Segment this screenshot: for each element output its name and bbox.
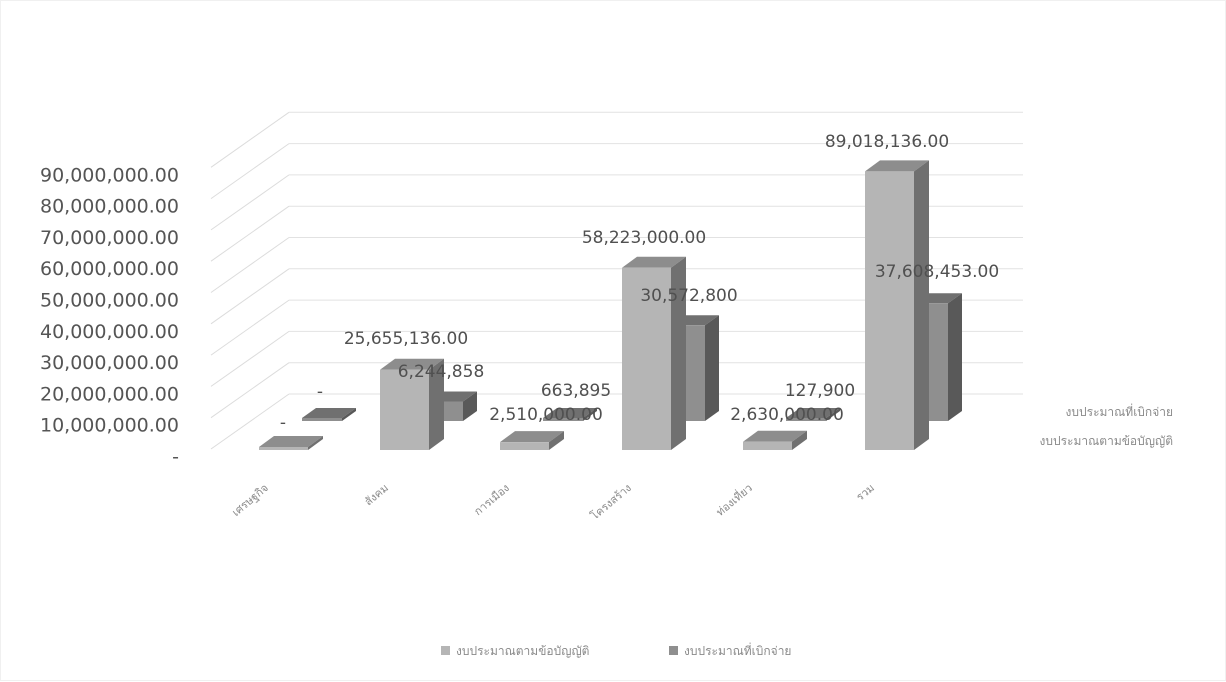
gridline-diagonal [210,143,290,200]
bar-spent [302,408,356,421]
data-labels: - - 25,655,136.00 6,244,858 2,510,000.00 663,… [280,132,999,433]
bar-side [429,358,444,450]
bar-side [948,293,962,421]
y-tick-label: 10,000,000.00 [40,415,179,437]
bar-top [259,436,323,447]
y-tick-label: 40,000,000.00 [40,321,179,343]
bar-front [302,418,342,421]
data-label-budget: 58,223,000.00 [582,228,706,248]
bar-top [302,408,356,418]
data-label-spent: 30,572,800 [640,286,737,306]
data-label-spent: - [317,382,323,402]
data-label-budget: 2,510,000.00 [489,405,603,425]
bar-side [705,315,719,421]
data-label-spent: 127,900 [785,381,855,401]
y-tick-label: 90,000,000.00 [40,164,179,186]
bar-top [786,408,840,418]
gridline-diagonal [210,299,290,356]
bar-front [622,267,671,450]
bar-side [671,256,686,450]
gridline-diagonal [210,330,290,387]
data-label-spent: 37,608,453.00 [875,262,999,282]
bar-side [792,430,807,450]
bar-budget [500,431,564,450]
bar-top [380,358,444,370]
bar-front [865,171,914,450]
bar-front [259,447,308,450]
bar-front [380,369,429,450]
y-tick-label: - [172,446,179,468]
legend-label: งบประมาณตามข้อบัญญัติ [456,644,589,658]
bars [259,160,962,450]
data-label-spent: 663,895 [541,381,611,401]
x-tick-label: ท่องเที่ยว [712,480,754,519]
y-tick-label: 80,000,000.00 [40,196,179,218]
bar-side [583,408,597,421]
gridline-diagonal [210,268,290,325]
legend-item: งบประมาณตามข้อบัญญัติ [441,644,589,658]
x-tick-label: เศรษฐกิจ [230,481,271,519]
gridline-diagonal [210,174,290,231]
bar-top [500,431,564,443]
y-tick-label: 60,000,000.00 [40,258,179,280]
y-tick-label: 20,000,000.00 [40,383,179,405]
x-tick-label: สังคม [362,481,391,508]
bar-spent [543,408,597,421]
x-tick-label: การเมือง [472,481,512,518]
bar-front [743,441,792,450]
bar-top [743,430,807,442]
x-axis-ticks: เศรษฐกิจ สังคม การเมือง โครงสร้าง ท่องเที่ยว… [230,480,877,523]
bar-top [865,160,929,172]
y-tick-label: 50,000,000.00 [40,290,179,312]
gridline-diagonal [210,205,290,262]
legend-item: งบประมาณที่เบิกจ่าย [669,642,791,658]
data-label-budget: - [280,413,286,433]
bar-side [342,408,356,421]
bar-side [308,436,323,450]
y-axis-ticks: - 10,000,000.00 20,000,000.00 30,000,000.00… [40,164,179,468]
data-label-budget: 25,655,136.00 [344,329,468,349]
bar-front [500,442,549,450]
gridline-diagonal [210,237,290,293]
bar-top [543,408,597,418]
y-tick-label: 70,000,000.00 [40,227,179,249]
bar-front [543,418,583,421]
bar-budget [622,256,686,450]
bar-budget [259,436,323,450]
legend: งบประมาณตามข้อบัญญัติ งบประมาณที่เบิกจ่าย [441,642,791,658]
x-tick-label: รวม [854,481,877,503]
legend-swatch [441,646,450,655]
legend-swatch [669,646,678,655]
x-tick-label: โครงสร้าง [588,481,634,523]
bar-side [826,408,840,421]
legend-label: งบประมาณที่เบิกจ่าย [684,642,791,658]
bar-front [786,418,826,421]
bar-top [622,256,686,268]
depth-label-budget: งบประมาณตามข้อบัญญัติ [1040,434,1173,448]
bar-budget [865,160,929,450]
data-label-budget: 89,018,136.00 [825,132,949,152]
data-label-spent: 6,244,858 [398,362,485,382]
gridline-diagonal [210,362,290,419]
gridline-diagonal [210,111,290,168]
gridline-diagonal [210,393,290,450]
data-label-budget: 2,630,000.00 [730,405,844,425]
bar-side [914,160,929,450]
bar-budget [380,358,444,450]
bar-side [549,431,564,450]
depth-label-spent: งบประมาณที่เบิกจ่าย [1066,403,1173,419]
bar-spent [786,408,840,421]
y-tick-label: 30,000,000.00 [40,352,179,374]
bar-side [463,391,477,421]
bar-budget [743,430,807,450]
